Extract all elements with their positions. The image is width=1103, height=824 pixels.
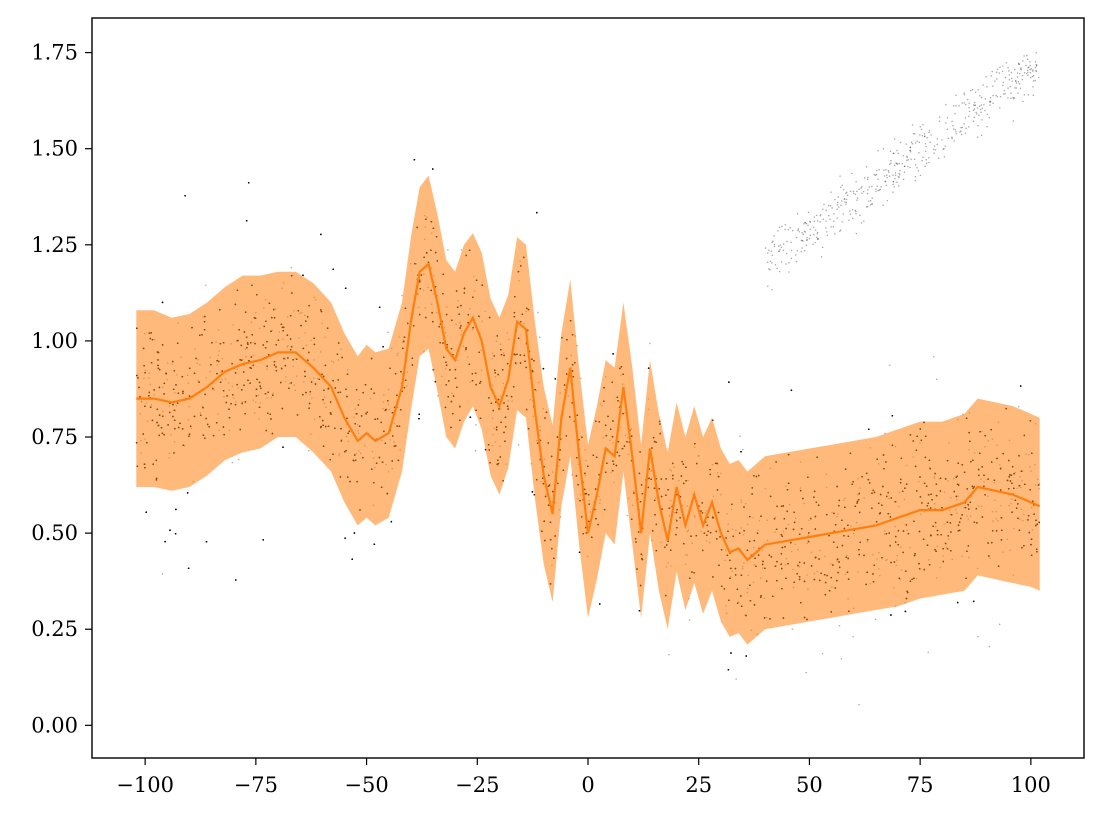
- y-tick-label: 0.75: [31, 425, 78, 449]
- y-axis-ticks: 0.00 0.25 0.50 0.75 1.00 1.25 1.50 1.75: [31, 41, 92, 737]
- x-tick-label: −75: [234, 773, 278, 797]
- y-tick-label: 1.25: [31, 233, 78, 257]
- x-tick-label: 25: [685, 773, 712, 797]
- x-tick-label: 0: [581, 773, 594, 797]
- x-tick-label: −50: [344, 773, 388, 797]
- x-tick-label: −25: [455, 773, 499, 797]
- confidence-band: [136, 175, 1040, 645]
- y-tick-label: 0.00: [31, 713, 78, 737]
- y-tick-label: 0.25: [31, 617, 78, 641]
- y-tick-label: 1.50: [31, 137, 78, 161]
- x-tick-label: 100: [1011, 773, 1051, 797]
- y-tick-label: 0.50: [31, 521, 78, 545]
- x-tick-label: −100: [116, 773, 174, 797]
- x-tick-label: 50: [796, 773, 823, 797]
- mean-line: [136, 261, 1041, 562]
- y-tick-label: 1.00: [31, 329, 78, 353]
- y-tick-label: 1.75: [31, 41, 78, 65]
- x-axis-ticks: −100 −75 −50 −25 0 25 50 75 100: [116, 758, 1051, 797]
- x-tick-label: 75: [907, 773, 934, 797]
